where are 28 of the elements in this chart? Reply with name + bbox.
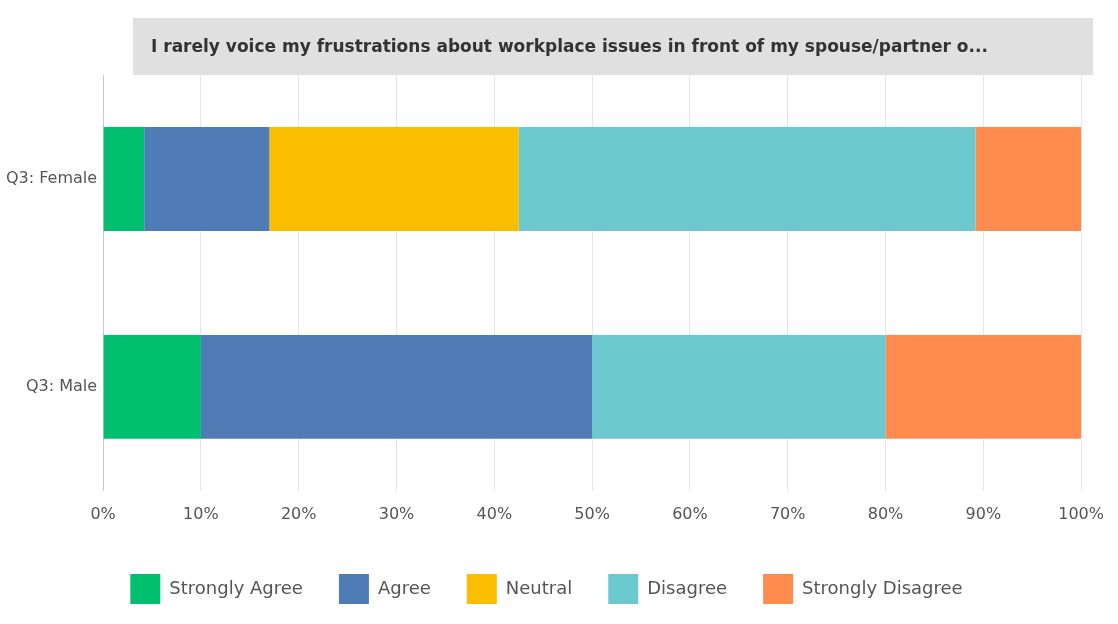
x-tick-label: 0%	[90, 503, 116, 523]
x-tick-label: 70%	[769, 503, 806, 523]
x-tick-label: 40%	[476, 503, 513, 523]
bar	[975, 126, 1082, 231]
x-tick-label: 50%	[574, 503, 610, 523]
bar	[200, 334, 593, 439]
bar	[269, 126, 519, 231]
bar	[103, 334, 201, 439]
y-tick-label: Q3: Male	[25, 376, 98, 396]
bar	[103, 126, 145, 231]
chart-title: I rarely voice my frustrations about workplace issues in front of my spouse/partner o...	[133, 18, 1093, 75]
x-tick-label: 30%	[378, 503, 415, 523]
y-tick-label: Q3: Female	[5, 168, 98, 188]
bar	[592, 334, 886, 439]
bar	[885, 334, 1082, 439]
x-tick-label: 60%	[672, 503, 708, 523]
bar	[518, 126, 976, 231]
legend-label: Agree	[377, 576, 431, 598]
bar	[144, 126, 270, 231]
legend-label: Neutral	[505, 576, 573, 598]
x-tick-label: 100%	[1058, 503, 1104, 523]
x-tick-label: 20%	[280, 503, 317, 523]
legend-label: Strongly Agree	[169, 576, 303, 598]
x-tick-label: 90%	[965, 503, 1002, 523]
legend-label: Disagree	[647, 576, 728, 598]
x-tick-label: 10%	[183, 503, 219, 523]
legend-label: Strongly Disagree	[802, 576, 963, 598]
x-tick-label: 80%	[867, 503, 904, 523]
